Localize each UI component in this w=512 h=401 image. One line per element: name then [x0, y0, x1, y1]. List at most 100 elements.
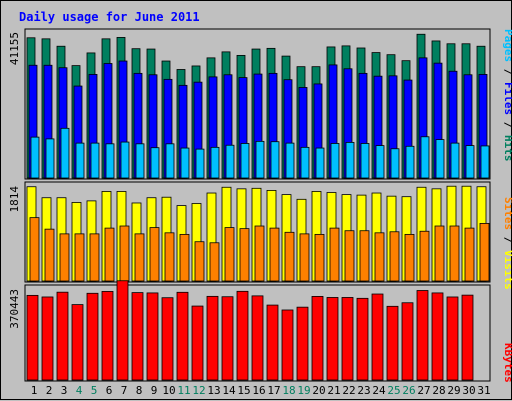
x-tick-label: 31 — [477, 384, 490, 397]
bar-kbytes-day-14 — [221, 296, 234, 381]
x-tick-label: 28 — [432, 384, 445, 397]
x-tick-label: 10 — [162, 384, 175, 397]
bar-kbytes-day-29 — [446, 296, 459, 381]
bar-kbytes-day-26 — [401, 302, 414, 381]
bar-pages-day-1 — [30, 136, 40, 179]
bar-sites-day-9 — [149, 227, 160, 282]
bar-kbytes-day-22 — [341, 297, 354, 381]
bar-sites-day-18 — [284, 231, 295, 282]
bar-sites-day-15 — [239, 228, 250, 282]
bar-sites-day-12 — [194, 241, 205, 282]
bar-kbytes-day-23 — [356, 297, 369, 381]
bar-pages-day-3 — [60, 127, 70, 179]
chart-title: Daily usage for June 2011 — [19, 10, 200, 24]
bar-pages-day-4 — [75, 142, 85, 179]
bar-pages-day-9 — [150, 147, 160, 179]
legend-sep-2: / — [502, 115, 512, 135]
bar-kbytes-day-17 — [266, 304, 279, 381]
bar-kbytes-day-13 — [206, 295, 219, 381]
bar-kbytes-day-24 — [371, 293, 384, 381]
x-tick-label: 19 — [297, 384, 310, 397]
bar-sites-day-19 — [299, 233, 310, 282]
bar-sites-day-25 — [389, 231, 400, 282]
x-tick-label: 15 — [237, 384, 250, 397]
legend-pages: Pages — [502, 29, 512, 62]
x-tick-label: 5 — [91, 384, 98, 397]
legend-sep-3: / — [502, 230, 512, 250]
chart-bars — [26, 33, 490, 381]
bar-pages-day-14 — [225, 144, 235, 179]
bar-pages-day-5 — [90, 142, 100, 179]
bar-pages-day-21 — [330, 143, 340, 179]
x-tick-label: 29 — [447, 384, 460, 397]
bar-sites-day-31 — [479, 222, 490, 282]
x-tick-label: 17 — [267, 384, 280, 397]
bar-kbytes-day-18 — [281, 309, 294, 381]
bar-kbytes-day-20 — [311, 296, 324, 381]
bar-sites-day-23 — [359, 230, 370, 282]
bar-kbytes-day-27 — [416, 290, 429, 381]
bar-kbytes-day-10 — [161, 297, 174, 381]
legend-kbytes: KBytes — [502, 343, 512, 383]
x-tick-label: 30 — [462, 384, 475, 397]
bar-kbytes-day-2 — [41, 296, 54, 381]
bar-sites-day-8 — [134, 233, 145, 282]
bar-pages-day-29 — [450, 142, 460, 179]
bar-pages-day-2 — [45, 138, 55, 179]
x-tick-labels: 1 2 3 4 5 6 7 8 9 10 11 12 13 14 15 16 17 18 19 20 21 22 23 24 2… — [31, 384, 491, 397]
bar-sites-day-13 — [209, 242, 220, 282]
bar-pages-day-22 — [345, 142, 355, 179]
bar-pages-day-11 — [180, 147, 190, 179]
x-tick-label: 12 — [192, 384, 205, 397]
x-tick-label: 1 — [31, 384, 38, 397]
bar-kbytes-day-30 — [461, 294, 474, 381]
bar-kbytes-day-12 — [191, 305, 204, 381]
bar-kbytes-day-9 — [146, 292, 159, 381]
bar-sites-day-14 — [224, 227, 235, 282]
y-max-middle: 1814 — [8, 186, 21, 213]
legend-sep-1: / — [502, 62, 512, 82]
bar-pages-day-10 — [165, 143, 175, 179]
bar-kbytes-day-25 — [386, 305, 399, 381]
legend-files: Files — [502, 82, 512, 115]
x-tick-label: 23 — [357, 384, 370, 397]
bar-pages-day-15 — [240, 143, 250, 179]
bar-pages-day-31 — [480, 145, 490, 179]
legend-middle: Sites / Visits — [502, 197, 512, 290]
bar-kbytes-day-19 — [296, 306, 309, 381]
bar-sites-day-22 — [344, 230, 355, 282]
bar-sites-day-17 — [269, 227, 280, 282]
bar-sites-day-27 — [419, 230, 430, 282]
bar-sites-day-4 — [74, 233, 85, 282]
x-tick-label: 7 — [121, 384, 128, 397]
bar-pages-day-19 — [300, 146, 310, 179]
bar-kbytes-day-28 — [431, 292, 444, 381]
x-tick-label: 3 — [61, 384, 68, 397]
bar-pages-day-30 — [465, 145, 475, 179]
bar-kbytes-day-7 — [116, 280, 129, 381]
x-tick-label: 18 — [282, 384, 295, 397]
bar-pages-day-23 — [360, 143, 370, 179]
bar-pages-day-20 — [315, 147, 325, 179]
x-tick-label: 16 — [252, 384, 265, 397]
bar-pages-day-18 — [285, 142, 295, 179]
legend-sites: Sites — [502, 197, 512, 230]
legend-hits: Hits — [502, 135, 512, 162]
bar-pages-day-28 — [435, 139, 445, 179]
x-tick-label: 25 — [387, 384, 400, 397]
bar-sites-day-29 — [449, 225, 460, 282]
x-tick-label: 2 — [46, 384, 53, 397]
bar-kbytes-day-6 — [101, 291, 114, 381]
x-tick-label: 24 — [372, 384, 386, 397]
bar-pages-day-8 — [135, 143, 145, 179]
x-tick-label: 20 — [312, 384, 325, 397]
x-tick-label: 13 — [207, 384, 220, 397]
bar-sites-day-21 — [329, 227, 340, 282]
bar-sites-day-1 — [29, 217, 40, 282]
bar-pages-day-24 — [375, 145, 385, 179]
bar-kbytes-day-1 — [26, 294, 39, 381]
bar-kbytes-day-4 — [71, 304, 84, 381]
bar-sites-day-11 — [179, 233, 190, 282]
bar-sites-day-5 — [89, 233, 100, 282]
